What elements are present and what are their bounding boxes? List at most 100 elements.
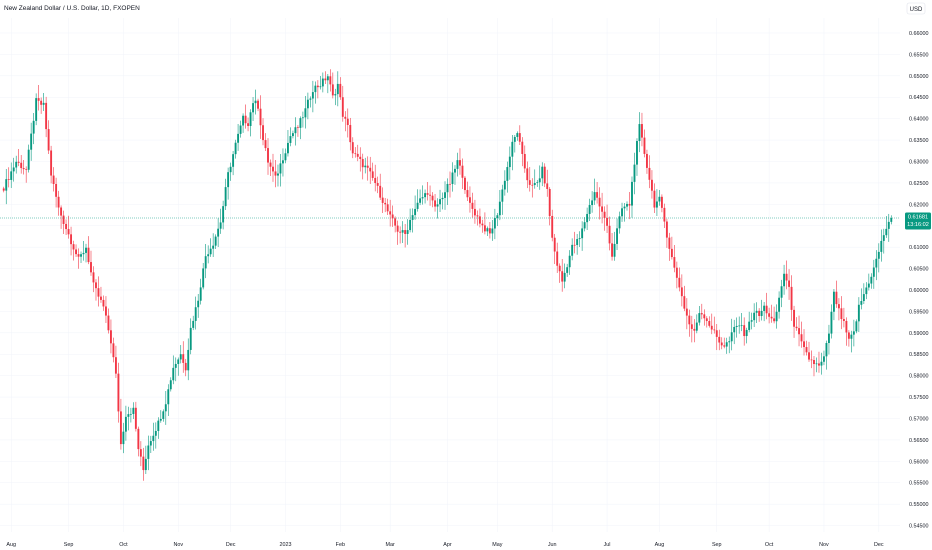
candle-body — [142, 456, 145, 471]
candle — [379, 173, 382, 200]
candle-body — [92, 272, 95, 283]
candle-body — [244, 115, 247, 124]
candle — [401, 221, 404, 243]
candle — [262, 118, 264, 146]
candle — [40, 97, 43, 114]
candle-body — [738, 325, 741, 327]
candle-body — [486, 228, 489, 232]
time-axis[interactable]: Aug Sep Oct Nov Dec 2023 Feb Mar Apr May Jun Jul Aug… — [6, 542, 883, 548]
candle — [97, 276, 100, 307]
price-tick-label: 0.55500 — [909, 481, 929, 487]
candle — [788, 269, 791, 300]
candle-body — [621, 208, 623, 217]
candle — [42, 92, 45, 112]
candle-body — [618, 216, 621, 229]
candle — [857, 297, 860, 332]
candle — [182, 341, 185, 373]
candle — [389, 199, 392, 227]
candle-body — [890, 218, 893, 222]
candle-body — [790, 286, 793, 310]
price-tick-label: 0.56500 — [909, 438, 929, 444]
candle — [728, 336, 731, 354]
candle-body — [2, 188, 5, 191]
candle — [543, 163, 546, 188]
candle-body — [25, 169, 28, 170]
candle-body — [710, 325, 713, 330]
candle-body — [750, 320, 753, 322]
candle — [845, 317, 848, 346]
candle-body — [832, 291, 835, 312]
price-tick-label: 0.60000 — [909, 288, 929, 294]
candle-body — [468, 197, 471, 203]
candle-body — [107, 315, 110, 331]
candle-body — [847, 332, 850, 339]
candle — [678, 267, 681, 292]
candle — [449, 171, 451, 198]
candle — [546, 169, 549, 197]
candle-body — [641, 124, 643, 138]
candle-body — [855, 321, 858, 332]
price-tick-label: 0.56000 — [909, 459, 929, 465]
price-tick-label: 0.60500 — [909, 267, 929, 273]
candle — [603, 206, 606, 231]
candle-body — [543, 166, 546, 184]
bar-countdown: 13:16:02 — [907, 222, 929, 228]
candle-body — [830, 311, 833, 334]
price-tick-label: 0.61000 — [909, 245, 929, 251]
candle — [623, 203, 626, 222]
candle-body — [224, 187, 227, 207]
candle-body — [566, 267, 569, 273]
candle — [713, 316, 716, 334]
candle-body — [780, 286, 783, 298]
candle-body — [232, 154, 235, 167]
candle-body — [586, 213, 589, 223]
candle — [316, 80, 319, 99]
candle — [641, 112, 643, 147]
candle — [670, 236, 673, 260]
candle — [411, 208, 414, 233]
candle — [374, 164, 377, 192]
candle — [680, 274, 683, 307]
candle — [598, 187, 601, 220]
candle-body — [359, 156, 362, 159]
candle — [698, 305, 701, 326]
candle-body — [783, 273, 786, 287]
candle — [685, 298, 688, 330]
candle-body — [179, 354, 182, 360]
price-axis[interactable]: 0.54500 0.55000 0.55500 0.56000 0.56500 0.570… — [909, 31, 929, 530]
candle — [137, 426, 140, 457]
candle — [95, 279, 97, 301]
candle — [187, 338, 190, 381]
price-tick-label: 0.63000 — [909, 159, 929, 165]
candle — [436, 198, 439, 219]
candle-body — [247, 123, 250, 126]
candle — [715, 324, 718, 351]
candle-body — [693, 328, 696, 331]
candle — [556, 242, 559, 273]
candle-body — [703, 314, 706, 319]
candle-body — [648, 167, 651, 180]
candle-body — [753, 312, 756, 321]
candle-body — [536, 182, 539, 184]
candle-body — [655, 201, 658, 208]
candle-body — [643, 137, 646, 154]
candle — [287, 130, 289, 157]
candle-body — [788, 280, 791, 287]
candle — [17, 148, 20, 167]
candle-body — [134, 407, 137, 429]
candle-body — [306, 99, 309, 109]
candle-body — [289, 136, 292, 143]
candle — [60, 205, 63, 229]
candle — [132, 402, 135, 420]
candle — [237, 123, 240, 151]
candle — [813, 355, 815, 377]
candle — [835, 280, 838, 308]
candle — [803, 329, 805, 356]
currency-button[interactable]: USD — [906, 2, 926, 15]
candle — [705, 316, 708, 328]
candle-body — [212, 245, 215, 249]
candle-body — [748, 321, 751, 330]
candle-body — [870, 276, 873, 284]
candle — [720, 337, 723, 350]
